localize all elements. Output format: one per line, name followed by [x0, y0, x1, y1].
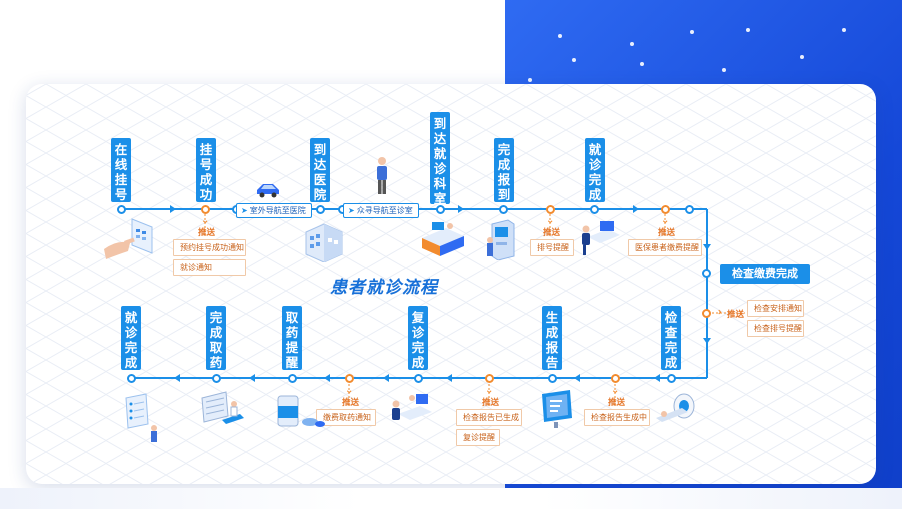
stage-exam-done: 检查完成	[661, 306, 681, 370]
flow-node	[414, 374, 423, 383]
chevron-down-icon: ⌄	[345, 385, 354, 396]
nav-indoor: ➤ 众寻导航至诊室	[343, 203, 419, 218]
checklist-board-illustration	[125, 393, 157, 442]
push-label: 推送	[727, 310, 745, 320]
navigation-arrow-icon: ➤	[348, 206, 355, 215]
flow-node	[436, 205, 445, 214]
chevron-down-icon: ⌄	[611, 385, 620, 396]
stage-arrive-hospital: 到达医院	[310, 138, 330, 202]
star-dot	[800, 55, 804, 59]
notice-visit: 就诊通知	[173, 259, 246, 276]
notice-queue: 排号提醒	[530, 239, 574, 256]
push-label: 推送	[198, 228, 216, 238]
stage-check-in: 完成报到	[494, 138, 514, 202]
star-dot	[528, 78, 532, 82]
chevron-down-icon: ⌄	[201, 215, 210, 226]
chevron-right-icon: ⌄	[713, 307, 725, 317]
push-node	[485, 374, 494, 383]
flow-node	[288, 374, 297, 383]
footer-strip	[0, 488, 902, 509]
exam-fee-badge: 检查缴费完成	[720, 264, 810, 284]
notice-exam-schedule: 检查安排通知	[747, 300, 804, 317]
push-label: 推送	[482, 398, 500, 408]
chevron-down-icon: ⌄	[485, 385, 494, 396]
stage-final-done: 就诊完成	[121, 306, 141, 370]
report-monitor-illustration	[542, 390, 572, 428]
star-dot	[558, 34, 562, 38]
flow-node	[499, 205, 508, 214]
star-dot	[640, 62, 644, 66]
notice-insurance-payment: 医保患者缴费提醒	[628, 239, 702, 256]
navigation-arrow-icon: ➤	[241, 206, 248, 215]
chevron-down-icon: ⌄	[546, 215, 555, 226]
star-dot	[842, 28, 846, 32]
phone-booking-illustration	[104, 218, 153, 259]
isometric-grid-background	[26, 84, 876, 484]
stage-pickup-done: 完成取药	[206, 306, 226, 370]
notice-revisit: 复诊提醒	[456, 429, 500, 446]
stage-report-ready: 生成报告	[542, 306, 562, 370]
flow-node	[685, 205, 694, 214]
notice-register-success: 预约挂号成功通知	[173, 239, 246, 256]
flow-node	[316, 205, 325, 214]
stage-visit-done: 就诊完成	[585, 138, 605, 202]
diagram-title: 患者就诊流程	[330, 278, 438, 298]
flow-node	[212, 374, 221, 383]
flow-node	[127, 374, 136, 383]
flow-node	[702, 269, 711, 278]
doctor-consultation-illustration	[582, 221, 620, 255]
chevron-down-icon: ⌄	[661, 215, 670, 226]
notice-exam-queue: 检查排号提醒	[747, 320, 804, 337]
notice-payment-pickup: 缴费取药通知	[316, 409, 376, 426]
star-dot	[572, 58, 576, 62]
flow-node	[117, 205, 126, 214]
star-dot	[630, 42, 634, 46]
flow-node	[667, 374, 676, 383]
stage-register-success: 挂号成功	[196, 138, 216, 202]
stage-revisit-done: 复诊完成	[408, 306, 428, 370]
check-in-kiosk-illustration	[487, 219, 515, 260]
push-node	[345, 374, 354, 383]
ct-scanner-illustration	[656, 393, 695, 422]
push-node	[661, 205, 670, 214]
notice-report-generated: 检查报告已生成	[456, 409, 522, 426]
push-node	[702, 309, 711, 318]
push-node	[611, 374, 620, 383]
hospital-building-illustration	[305, 223, 343, 262]
push-node	[201, 205, 210, 214]
stage-arrive-clinic: 到达就诊科室	[430, 112, 450, 206]
push-label: 推送	[608, 398, 626, 408]
clinic-desk-illustration	[422, 222, 464, 256]
nav-outdoor: ➤ 室外导航至医院	[236, 203, 312, 218]
star-dot	[722, 68, 726, 72]
push-label: 推送	[543, 228, 561, 238]
flow-node	[548, 374, 557, 383]
car-icon	[257, 184, 279, 198]
push-label: 推送	[658, 228, 676, 238]
flow-node	[590, 205, 599, 214]
push-label: 推送	[342, 398, 360, 408]
notice-report-generating: 检查报告生成中	[584, 409, 650, 426]
stage-pickup-remind: 取药提醒	[282, 306, 302, 370]
medicine-illustration	[277, 395, 325, 427]
star-dot	[690, 30, 694, 34]
person-standing-illustration	[377, 157, 387, 194]
push-node	[546, 205, 555, 214]
pharmacy-counter-illustration	[201, 391, 244, 424]
revisit-consultation-illustration	[392, 394, 432, 420]
star-dot	[746, 28, 750, 32]
stage-online-register: 在线挂号	[111, 138, 131, 202]
